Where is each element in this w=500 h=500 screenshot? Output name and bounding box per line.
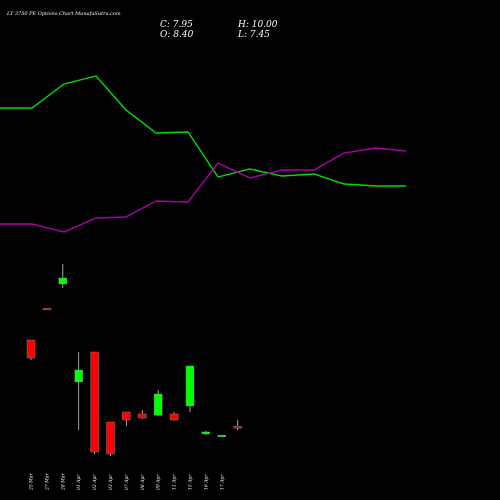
green-indicator-line [0, 75, 406, 187]
x-tick-label: 01 Apr [76, 474, 82, 490]
candle-body [153, 393, 163, 416]
candle [106, 421, 115, 456]
x-axis-ticks: 25 Mar 27 Mar 28 Mar 01 Apr 02 Apr 03 Apr 07 A… [29, 473, 226, 491]
candle [122, 411, 131, 426]
candle-body [169, 413, 179, 421]
candle-body [122, 411, 131, 421]
candle-body [217, 435, 227, 437]
candle [90, 351, 99, 454]
close-value: C: 7.95 [160, 20, 193, 30]
chart-title: LT 3750 PE Options Chart MunafaSutra.com [6, 11, 121, 17]
x-tick-label: 15 Apr [188, 474, 194, 490]
x-tick-label: 11 Apr [172, 474, 178, 490]
low-value: L: 7.45 [237, 30, 270, 40]
candles [26, 264, 242, 456]
candle [185, 365, 195, 412]
candle-body [90, 351, 99, 453]
x-tick-label: 27 Mar [44, 473, 50, 491]
x-tick-label: 28 Mar [60, 473, 66, 491]
indicator-lines [0, 75, 407, 233]
candle-body [185, 365, 195, 407]
candle-body [42, 308, 52, 311]
candle-body [106, 421, 115, 455]
x-tick-label: 16 Apr [203, 474, 209, 490]
candle-body [58, 277, 67, 285]
x-tick-label: 02 Apr [92, 474, 98, 490]
candle-body [138, 413, 147, 419]
candle [201, 430, 211, 435]
candle [153, 390, 163, 416]
x-tick-label: 25 Mar [29, 473, 35, 491]
x-tick-label: 17 Apr [219, 474, 225, 490]
magenta-indicator-line [0, 147, 407, 233]
x-tick-label: 03 Apr [108, 474, 114, 490]
high-value: H: 10.00 [237, 20, 278, 30]
candle [74, 352, 83, 430]
candle [42, 308, 52, 311]
candle-body [233, 426, 242, 429]
candle-body [74, 369, 83, 383]
candle-body [201, 431, 211, 435]
open-value: O: 8.40 [160, 30, 194, 40]
candle [217, 434, 227, 437]
candle [169, 412, 179, 421]
candle [138, 410, 147, 419]
candle-body [26, 339, 36, 359]
x-tick-label: 08 Apr [140, 474, 146, 490]
x-tick-label: 09 Apr [156, 474, 162, 490]
candle [58, 264, 67, 288]
x-tick-label: 07 Apr [124, 474, 130, 490]
candle [233, 420, 242, 431]
candle [26, 339, 36, 360]
